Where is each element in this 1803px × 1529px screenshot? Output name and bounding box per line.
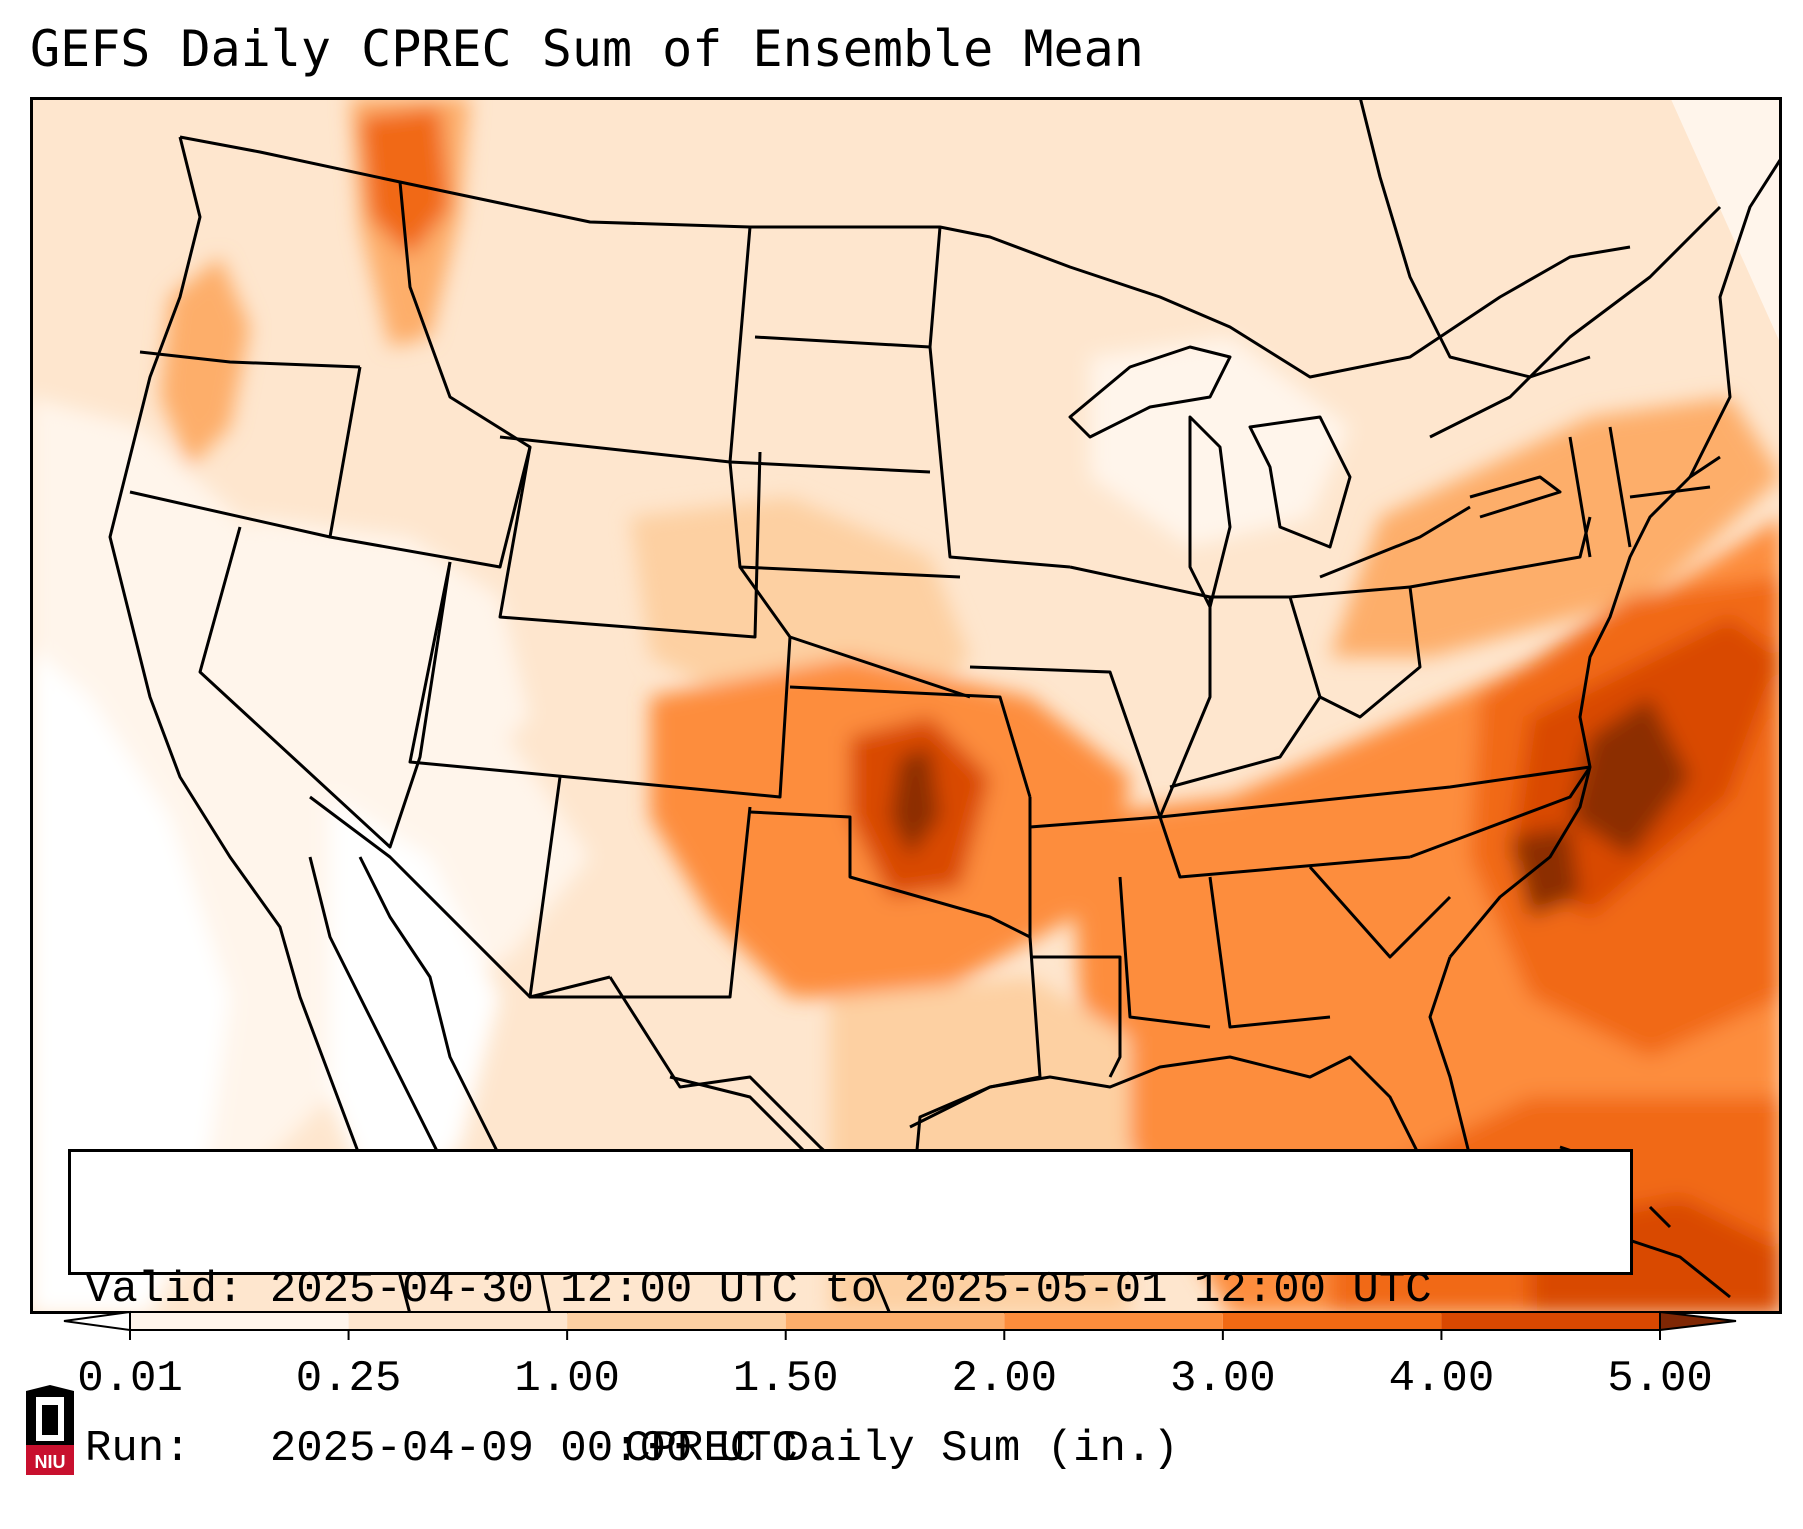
minnesota-border xyxy=(928,226,1071,569)
colorbar-segment xyxy=(785,1312,1005,1330)
colorbar-tick-label: 0.01 xyxy=(77,1354,183,1404)
maritime-coast xyxy=(1688,156,1782,478)
nevada-border xyxy=(198,526,452,849)
iowa-missouri-border xyxy=(969,665,1162,829)
tennessee-border xyxy=(1159,765,1591,819)
colorbar-under-arrow xyxy=(63,1310,131,1332)
kentucky-tn-border xyxy=(1158,816,1411,879)
valid-label: Valid: xyxy=(85,1265,244,1315)
nebraska-border xyxy=(738,566,971,699)
utah-colorado-border xyxy=(408,561,792,799)
canada-us-border xyxy=(179,135,1631,379)
colorbar-tick-label: 3.00 xyxy=(1170,1354,1276,1404)
precip-area-oklahoma-peak xyxy=(890,747,940,857)
colorbar-label: CPREC Daily Sum (in.) xyxy=(624,1424,1179,1474)
ms-al-border xyxy=(1118,876,1211,1029)
precip-area-atlantic-peak xyxy=(1570,697,1690,857)
precip-area-pnw xyxy=(160,257,250,467)
logo-text: NIU xyxy=(35,1452,66,1472)
colorbar-segment xyxy=(567,1312,786,1330)
east-coast xyxy=(1448,455,1721,958)
oregon-california-border xyxy=(129,490,331,539)
colorbar-outline xyxy=(129,1311,1661,1331)
arkansas-louisiana-border xyxy=(1030,955,1122,1078)
map-canvas xyxy=(30,97,1782,1314)
colorado-newmexico-border xyxy=(528,776,752,999)
wisconsin-illinois-border xyxy=(1069,565,1212,818)
run-row: Run: 2025-04-09 00:00 UTC xyxy=(85,1423,1630,1476)
validity-info-box: Valid: 2025-04-30 12:00 UTC to 2025-05-0… xyxy=(68,1149,1633,1474)
run-value: 2025-04-09 00:00 UTC xyxy=(269,1424,798,1474)
political-borders xyxy=(129,135,1711,1229)
valid-value: 2025-04-30 12:00 UTC to 2025-05-01 12:00… xyxy=(269,1265,1432,1315)
west-coast xyxy=(108,136,412,1314)
lake-huron xyxy=(1248,415,1352,549)
colorbar-tick-label: 0.25 xyxy=(296,1354,402,1404)
projection-outer-area xyxy=(1670,97,1782,347)
colorbar-tick-label: 1.50 xyxy=(733,1354,839,1404)
precip-area-desert-dry xyxy=(330,797,500,1227)
valid-row: Valid: 2025-04-30 12:00 UTC to 2025-05-0… xyxy=(85,1264,1630,1317)
colorbar-tick-label: 2.00 xyxy=(951,1354,1057,1404)
lake-michigan xyxy=(1188,415,1232,609)
colorbar-segment xyxy=(348,1312,568,1330)
kansas-border xyxy=(789,685,1032,798)
colorbar-segment xyxy=(1222,1312,1442,1330)
colorbar-tick-label: 5.00 xyxy=(1607,1354,1713,1404)
oklahoma-border xyxy=(749,797,1032,939)
niu-logo: NIU xyxy=(26,1385,74,1475)
lake-superior xyxy=(1068,345,1232,439)
ohio-pa-border xyxy=(1289,585,1422,719)
wyoming-border xyxy=(498,446,762,639)
precip-area-great-lakes xyxy=(1090,337,1350,547)
colorbar: 0.01 0.25 1.00 1.50 2.00 3.00 4.00 5.00 xyxy=(63,1310,1737,1404)
colorbar-segment xyxy=(1004,1312,1223,1330)
precip-shading xyxy=(30,97,1782,1314)
colorbar-tick-label: 4.00 xyxy=(1389,1354,1495,1404)
precip-area-carolina-peak xyxy=(1510,827,1580,917)
logo-tower-window xyxy=(42,1405,58,1435)
colorbar-tick-label: 1.00 xyxy=(514,1354,620,1404)
colorbar-over-arrow xyxy=(1659,1310,1737,1332)
us-mexico-border xyxy=(309,795,611,999)
precip-area-pacific-dry xyxy=(30,647,230,1314)
precip-map xyxy=(30,97,1782,1314)
dakotas-border xyxy=(728,226,961,579)
lake-erie-ontario xyxy=(1319,475,1562,579)
map-title: GEFS Daily CPREC Sum of Ensemble Mean xyxy=(30,20,1144,78)
run-label: Run: xyxy=(85,1424,191,1474)
precip-area-plains xyxy=(630,497,970,717)
colorbar-segment xyxy=(1441,1312,1660,1330)
ga-sc-border xyxy=(1308,866,1452,959)
logo-red-band xyxy=(26,1445,74,1475)
st-lawrence xyxy=(1429,205,1722,439)
washington-oregon-border xyxy=(139,350,361,369)
colorbar-segment xyxy=(130,1312,349,1330)
precip-area-great-basin xyxy=(250,517,530,797)
new-england-borders xyxy=(1568,426,1711,558)
hudson-bay-coast xyxy=(1358,97,1591,379)
nd-sd-border xyxy=(754,335,931,349)
al-ga-border xyxy=(1208,876,1331,1029)
baja-coast xyxy=(308,856,452,1178)
precip-area-midatlantic xyxy=(1330,397,1782,657)
nc-va-border xyxy=(1409,766,1592,859)
